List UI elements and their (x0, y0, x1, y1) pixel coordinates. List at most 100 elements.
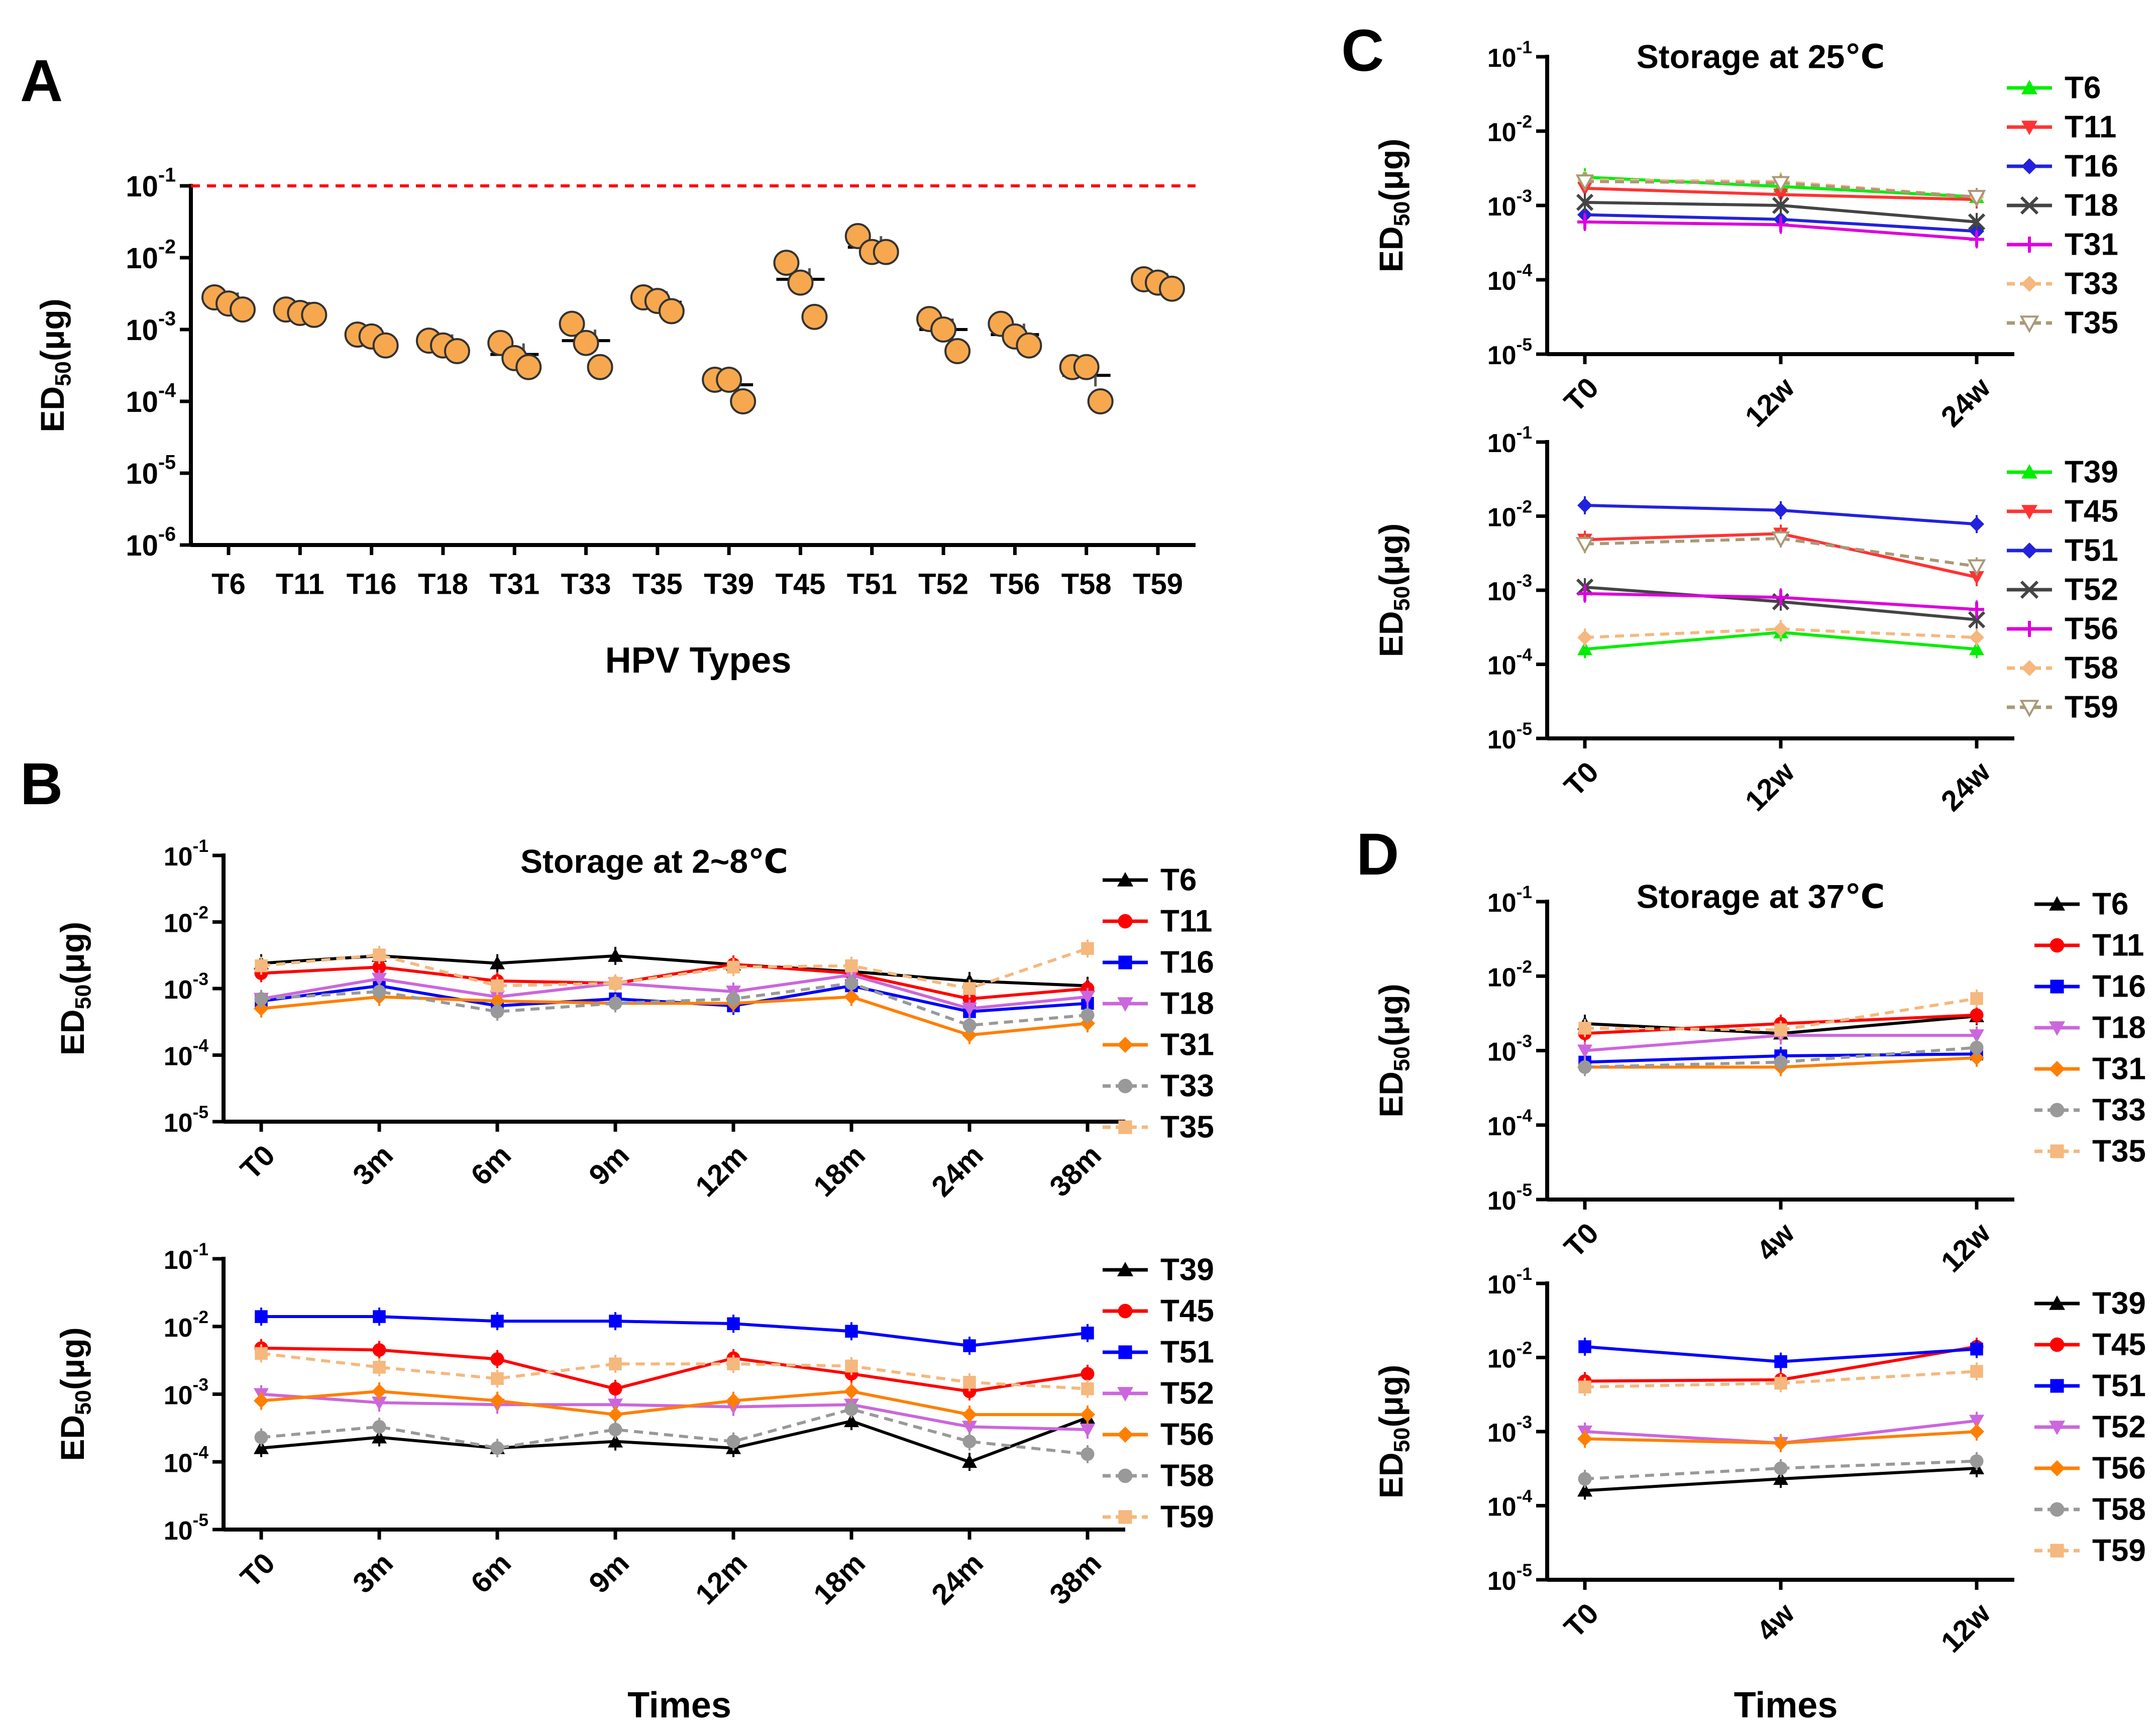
x-tick-label-group: 9m (583, 1547, 635, 1599)
legend-label: T11 (2065, 110, 2116, 144)
legend-label: T51 (2092, 1368, 2146, 1403)
legend-label: T16 (2092, 969, 2146, 1004)
data-point (372, 332, 399, 359)
legend-label: T11 (2092, 928, 2144, 962)
legend-label: T11 (1160, 904, 1212, 938)
x-tick-label: 24m (925, 1547, 990, 1611)
data-point-t39 (1773, 1471, 1788, 1485)
data-point-t35 (491, 979, 504, 993)
data-point (230, 296, 256, 323)
x-tick-label: 4w (1750, 1596, 1801, 1647)
y-tick-label: 10-5 (1487, 720, 1532, 754)
panel-label-b1: B (20, 751, 63, 817)
data-point-t11 (372, 960, 386, 974)
data-point (730, 388, 757, 414)
chart-c2: 10-1 10-2 10-3 10-4 10-5 ED50(μg) T0 12w 24w T39 T… (1372, 423, 2118, 818)
data-point (1159, 275, 1185, 302)
data-point-t56 (726, 1393, 741, 1408)
x-tick-label-group: 6m (465, 1547, 517, 1599)
x-tick-label-group: 6m (465, 1139, 517, 1191)
data-point-t58 (726, 1435, 740, 1449)
data-point-t59 (491, 1372, 504, 1385)
data-point-t58 (490, 1441, 504, 1455)
legend-label: T39 (2065, 455, 2118, 489)
data-point-t18 (1576, 193, 1594, 211)
data-point-t56 (372, 1383, 387, 1399)
data-point-t31 (254, 1001, 269, 1016)
data-point-t35 (373, 948, 386, 961)
y-tick-label: 10-1 (1487, 423, 1532, 458)
x-tick-label: 9m (583, 1139, 635, 1191)
data-point-t31 (1969, 1050, 1984, 1065)
data-point-t58 (1081, 1447, 1095, 1461)
legend-label: T52 (2065, 572, 2118, 607)
x-tick-label-group: 12w (1935, 1596, 1997, 1659)
data-point (444, 338, 470, 365)
x-tick-label-group: 24w (1935, 371, 1997, 433)
legend-label: T6 (2092, 887, 2128, 921)
data-point-t51 (373, 1310, 386, 1323)
x-tick-label-group: 24m (925, 1139, 990, 1203)
x-tick-label-group: T0 (1558, 371, 1605, 418)
legend-marker (1118, 1120, 1132, 1134)
data-point-t39 (962, 1454, 977, 1468)
data-point-t39 (1577, 1483, 1592, 1497)
data-point-t35 (727, 960, 740, 974)
series-line-t58 (261, 1407, 1088, 1456)
legend-label: T6 (1160, 862, 1197, 897)
legend-label: T52 (1160, 1376, 1214, 1410)
x-tick-label-group: 12m (689, 1139, 753, 1203)
legend-label: T31 (2092, 1051, 2146, 1086)
x-tick-label-group: 3m (347, 1139, 399, 1191)
legend-label: T39 (1160, 1252, 1214, 1287)
x-tick-label: T0 (1558, 755, 1605, 803)
legend-marker (2021, 237, 2037, 253)
data-point-t39 (1969, 641, 1984, 656)
x-tick-label: T39 (704, 568, 754, 600)
x-tick-label-group: 4w (1750, 1596, 1801, 1647)
series-line-t11 (261, 963, 1088, 1001)
y-tick-label: 10-2 (164, 903, 208, 938)
data-point-t59 (1970, 1365, 1983, 1378)
x-tick-label: T16 (347, 568, 397, 600)
x-tick-label-group: 24m (925, 1547, 990, 1611)
y-axis-label-text: ED50(μg) (1372, 523, 1414, 657)
x-tick-label: 6m (465, 1139, 517, 1191)
data-point (930, 316, 957, 343)
data-point (773, 250, 800, 276)
y-tick-label: 10-1 (1487, 38, 1532, 73)
y-axis-label-text: ED50(μg) (34, 298, 75, 432)
data-point-t56 (1969, 602, 1984, 617)
data-point-t33 (254, 992, 268, 1006)
legend-marker (1118, 1468, 1133, 1483)
data-point-t45 (490, 1352, 504, 1366)
panel-label-a: A (20, 48, 63, 114)
data-point-t58 (608, 1423, 622, 1437)
data-point-t56 (254, 1393, 269, 1408)
legend-label: T56 (2092, 1451, 2146, 1485)
chart-a: A 10-1 10-2 10-3 10-4 10-5 10-6 ED50(μg) T6 T11 T1… (20, 48, 1196, 681)
data-point-t31 (1969, 232, 1984, 247)
x-tick-label: 12w (1739, 755, 1801, 817)
data-point-t45 (608, 1382, 622, 1396)
chart-title: Storage at 37℃ (1637, 878, 1885, 915)
y-tick-label: 10-2 (1487, 957, 1532, 992)
x-tick-label: T52 (918, 568, 968, 600)
panel-label-d1: D (1356, 821, 1399, 888)
series-line-t56 (261, 1389, 1088, 1417)
y-tick-label: 10-3 (164, 970, 208, 1005)
data-point-t35 (1967, 190, 1986, 207)
x-tick-label: T33 (561, 568, 611, 600)
y-axis-label: ED50(μg) (34, 298, 75, 432)
y-axis-label-text: ED50(μg) (1372, 1365, 1414, 1498)
chart-b1: B Storage at 2~8℃ 10-1 10-2 10-3 10-4 10-5 ED50… (20, 751, 1214, 1203)
data-point-t51 (1577, 497, 1592, 513)
data-point-t51 (1081, 1327, 1094, 1340)
legend-label: T52 (2092, 1409, 2146, 1444)
y-tick-label: 10-3 (1487, 187, 1532, 222)
data-point-t39 (1577, 641, 1592, 656)
data-point-t59 (1578, 1380, 1591, 1393)
y-tick-label: 10-3 (1487, 1032, 1532, 1066)
legend-label: T18 (2065, 188, 2118, 223)
legend-marker (2049, 896, 2065, 911)
